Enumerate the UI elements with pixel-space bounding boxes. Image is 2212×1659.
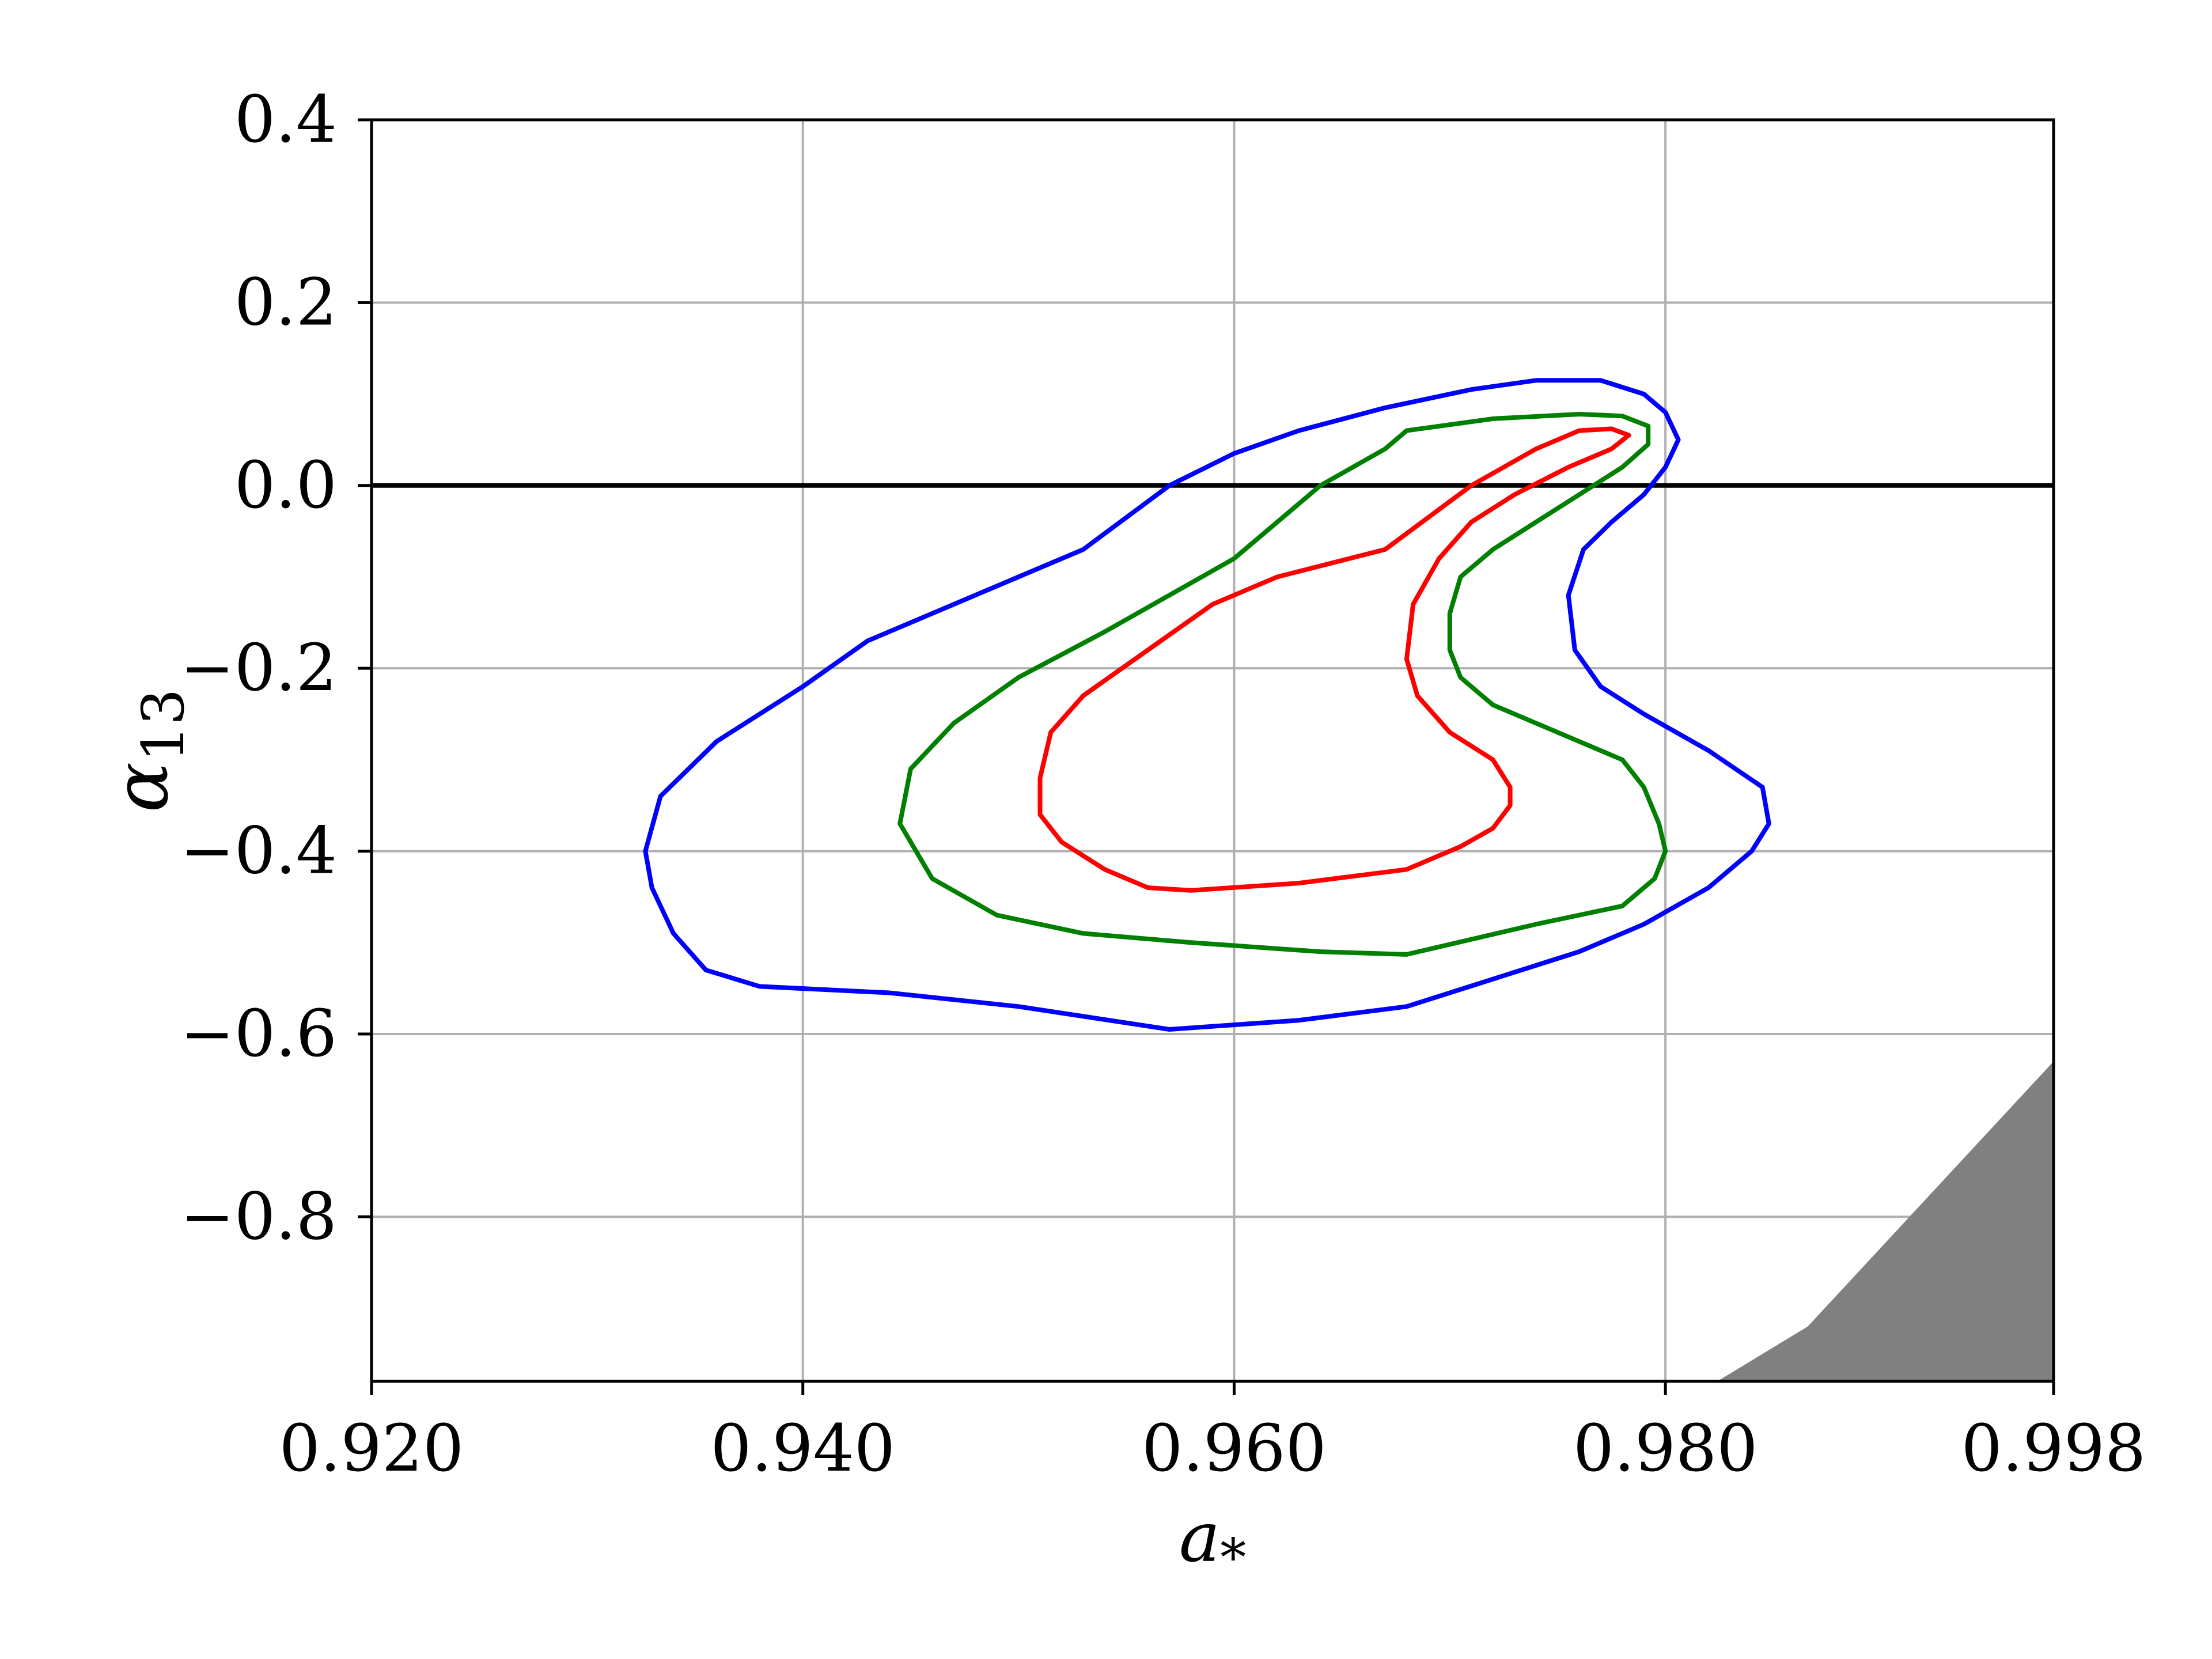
y-tick-label: −0.4: [180, 814, 337, 889]
y-axis-label: α13: [97, 688, 197, 812]
shaded-region-group: [1717, 1061, 2054, 1381]
x-axis-label-sub: *: [1220, 1528, 1246, 1588]
x-tick-label: 0.940: [710, 1411, 895, 1486]
excluded-region: [1717, 1061, 2054, 1381]
x-tick-label: 0.920: [279, 1411, 464, 1486]
y-tick-label: −0.2: [180, 631, 337, 706]
y-axis-label-main: α: [97, 762, 185, 813]
ticks-group: 0.920 0.940 0.960 0.980 0.998 0.4 0.2 0.0 −0.2 −0…: [180, 82, 2146, 1486]
plot-area: [372, 120, 2054, 1381]
y-tick-label: −0.6: [180, 997, 337, 1071]
contour-line-1: [643, 378, 1771, 1032]
x-axis-label: a*: [1179, 1498, 1247, 1588]
x-tick-label: 0.980: [1573, 1411, 1758, 1486]
contour-line-2: [897, 412, 1668, 957]
y-tick-label: 0.2: [234, 265, 337, 340]
x-tick-label: 0.998: [1961, 1411, 2146, 1486]
series-group: [643, 378, 1771, 1032]
y-tick-label: −0.8: [180, 1179, 337, 1254]
contour-line-3: [1037, 426, 1631, 893]
grid: [372, 120, 2054, 1381]
x-axis-label-main: a: [1179, 1498, 1221, 1578]
plot-frame: [370, 118, 2055, 1383]
y-tick-label: 0.4: [234, 82, 337, 157]
y-axis-label-sub: 13: [130, 688, 197, 762]
x-tick-label: 0.960: [1142, 1411, 1327, 1486]
y-tick-label: 0.0: [234, 448, 337, 523]
